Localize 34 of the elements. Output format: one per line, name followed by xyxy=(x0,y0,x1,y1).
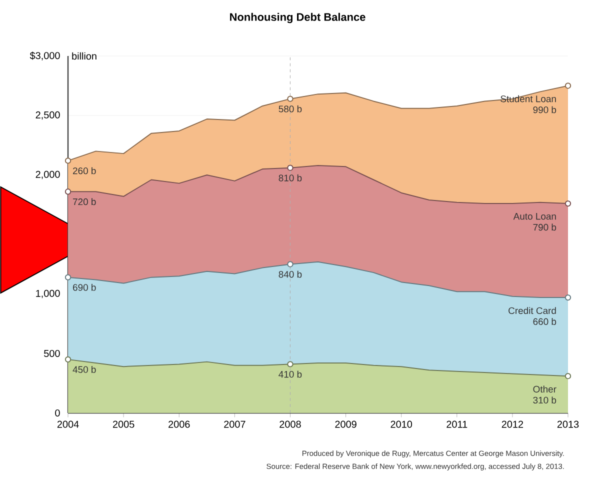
data-label: 450 b xyxy=(72,366,96,373)
x-tick-label: 2012 xyxy=(502,420,524,428)
x-tick-label: 2004 xyxy=(57,420,79,428)
series-label: Credit Card xyxy=(508,307,556,314)
x-tick-label: 2009 xyxy=(335,420,356,428)
x-tick-label: 2013 xyxy=(557,420,579,428)
y-tick-label: 2,000 xyxy=(36,170,60,180)
series-label: Auto Loan xyxy=(513,213,556,220)
x-tick-label: 2007 xyxy=(224,420,246,428)
chart-title: Nonhousing Debt Balance xyxy=(230,12,366,24)
data-label: 410 b xyxy=(278,370,302,378)
data-label: 690 b xyxy=(73,284,96,291)
data-label: 790 b xyxy=(533,224,556,231)
series-label: Other xyxy=(533,386,556,393)
x-tick-label: 2005 xyxy=(112,420,134,428)
series-label: Student Loan xyxy=(500,95,556,102)
data-label: 840 b xyxy=(278,270,302,278)
y-tick-label: 1,000 xyxy=(36,290,60,298)
y-tick-label: 2,500 xyxy=(36,111,60,120)
data-label: 990 b xyxy=(533,106,556,114)
data-label: 810 b xyxy=(278,174,302,182)
y-axis-title: billion xyxy=(72,52,96,60)
data-label: 310 b xyxy=(533,396,556,404)
y-tick-label: $3,000 xyxy=(30,52,60,60)
x-tick-label: 2011 xyxy=(446,420,468,428)
data-label: 660 b xyxy=(533,318,556,325)
x-tick-label: 2006 xyxy=(168,420,190,428)
data-label: 720 b xyxy=(73,198,96,206)
y-tick-label: 500 xyxy=(44,350,60,358)
y-tick-label: 0 xyxy=(55,409,60,417)
data-label: 580 b xyxy=(278,105,302,112)
x-tick-label: 2010 xyxy=(390,420,412,428)
data-label: 260 b xyxy=(72,167,96,174)
x-tick-label: 2008 xyxy=(280,420,301,428)
